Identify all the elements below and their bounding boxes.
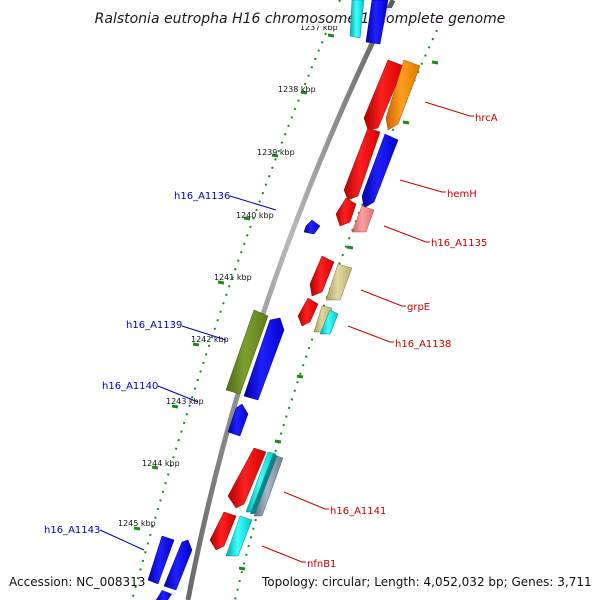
inner-tick <box>217 280 225 285</box>
tick-label-1239: 1239 kbp <box>257 148 295 157</box>
gene-arrow-blue-1245[interactable] <box>163 539 193 591</box>
leader-nfnb1 <box>261 545 306 563</box>
leader-h16-a1135 <box>383 225 430 243</box>
gene-arrow-red-1239[interactable] <box>343 127 381 201</box>
gene-arrow-red-1240[interactable] <box>335 197 357 227</box>
leader-hemh <box>399 179 446 193</box>
gene-arrow-red-1244[interactable] <box>227 447 267 509</box>
gene-labels: h16_A1136 h16_A1139 h16_A1140 h16_A1143 … <box>44 113 498 570</box>
leader-h16-a1143 <box>99 529 145 551</box>
kbp-labels: 1237 kbp 1238 kbp 1239 kbp 1240 kbp 1241… <box>118 23 338 528</box>
label-nfnb1[interactable]: nfnB1 <box>307 559 336 570</box>
outer-tick <box>431 60 439 65</box>
outer-tick <box>238 566 246 571</box>
leader-h16-a1138 <box>347 325 394 343</box>
accession-text: Accession: NC_008313 <box>9 575 145 589</box>
leader-h16-a1141 <box>283 491 329 510</box>
tick-label-1240: 1240 kbp <box>236 211 274 220</box>
tick-label-1245: 1245 kbp <box>118 519 156 528</box>
label-h16-a1136[interactable]: h16_A1136 <box>174 191 230 202</box>
label-h16-a1143[interactable]: h16_A1143 <box>44 525 100 536</box>
reverse-strand-genes <box>147 219 321 600</box>
label-h16-a1139[interactable]: h16_A1139 <box>126 320 182 331</box>
leader-grpe <box>360 289 406 307</box>
inner-tick <box>271 153 279 158</box>
label-h16-a1138[interactable]: h16_A1138 <box>395 339 451 350</box>
tick-label-1241: 1241 kbp <box>214 273 252 282</box>
inner-tick <box>300 90 308 95</box>
label-hemh[interactable]: hemH <box>447 189 477 200</box>
gene-arrow-cyan-top[interactable] <box>349 0 365 39</box>
tick-label-1237: 1237 kbp <box>300 23 338 32</box>
gene-arrow-red-1242[interactable] <box>297 297 319 327</box>
reverse-leader-lines <box>99 195 277 551</box>
outer-tick <box>346 245 354 250</box>
chromosome-backbone <box>185 0 396 600</box>
gene-arrow-h16-a1139[interactable] <box>225 309 269 395</box>
label-h16-a1141[interactable]: h16_A1141 <box>330 506 386 517</box>
gene-arrow-blue-top[interactable] <box>365 0 389 45</box>
gene-arrow-h16-a1135[interactable] <box>351 205 375 233</box>
title-backdrop <box>95 8 505 26</box>
inner-tick <box>151 465 159 470</box>
gene-arrow-h16-a1141-teal[interactable] <box>250 454 278 514</box>
gene-arrow-red-1238[interactable] <box>363 59 405 131</box>
gene-arrow-hemh[interactable] <box>361 133 399 209</box>
inner-tick <box>243 216 251 221</box>
tick-label-1238: 1238 kbp <box>278 85 316 94</box>
forward-leader-lines <box>261 101 474 563</box>
gene-arrow-hrca[interactable] <box>385 59 421 131</box>
inner-tick <box>133 526 141 531</box>
label-h16-a1140[interactable]: h16_A1140 <box>102 381 158 392</box>
leader-h16-a1140 <box>157 385 199 403</box>
inner-track-ticks <box>133 33 335 531</box>
gene-arrow-red-1241[interactable] <box>309 255 335 297</box>
gene-arrow-nfnb1[interactable] <box>225 515 253 557</box>
leader-hrca <box>424 101 474 117</box>
tick-label-1243: 1243 kbp <box>166 397 204 406</box>
outer-tick <box>402 120 410 125</box>
label-h16-a1135[interactable]: h16_A1135 <box>431 238 487 249</box>
gene-arrow-h16-a1140[interactable] <box>227 403 249 437</box>
leader-h16-a1136 <box>229 195 277 211</box>
gene-arrow-h16-a1136[interactable] <box>303 219 321 235</box>
gene-arrow-h16-a1138[interactable] <box>319 309 339 335</box>
inner-tick <box>192 342 200 347</box>
tick-label-1242: 1242 kbp <box>191 335 229 344</box>
gene-arrow-red-1245[interactable] <box>209 511 237 551</box>
gene-arrow-blue-1242[interactable] <box>243 317 285 401</box>
gene-arrow-blue-bottom[interactable] <box>156 590 172 600</box>
gene-arrow-grpe[interactable] <box>325 263 353 301</box>
forward-strand-genes <box>209 0 421 557</box>
label-grpe[interactable]: grpE <box>407 302 430 313</box>
leader-h16-a1139 <box>181 325 227 341</box>
gene-arrow-h16-a1143[interactable] <box>147 535 175 585</box>
inner-tick <box>327 33 335 38</box>
tick-label-1244: 1244 kbp <box>142 459 180 468</box>
outer-tick <box>274 439 282 444</box>
gene-arrow-h16-a1141[interactable] <box>253 455 284 517</box>
genome-summary-text: Topology: circular; Length: 4,052,032 bp… <box>261 575 592 589</box>
map-title: Ralstonia eutropha H16 chromosome 1, com… <box>95 11 506 27</box>
inner-tick <box>171 404 179 409</box>
label-hrca[interactable]: hrcA <box>475 113 498 124</box>
outer-tick <box>296 374 304 379</box>
